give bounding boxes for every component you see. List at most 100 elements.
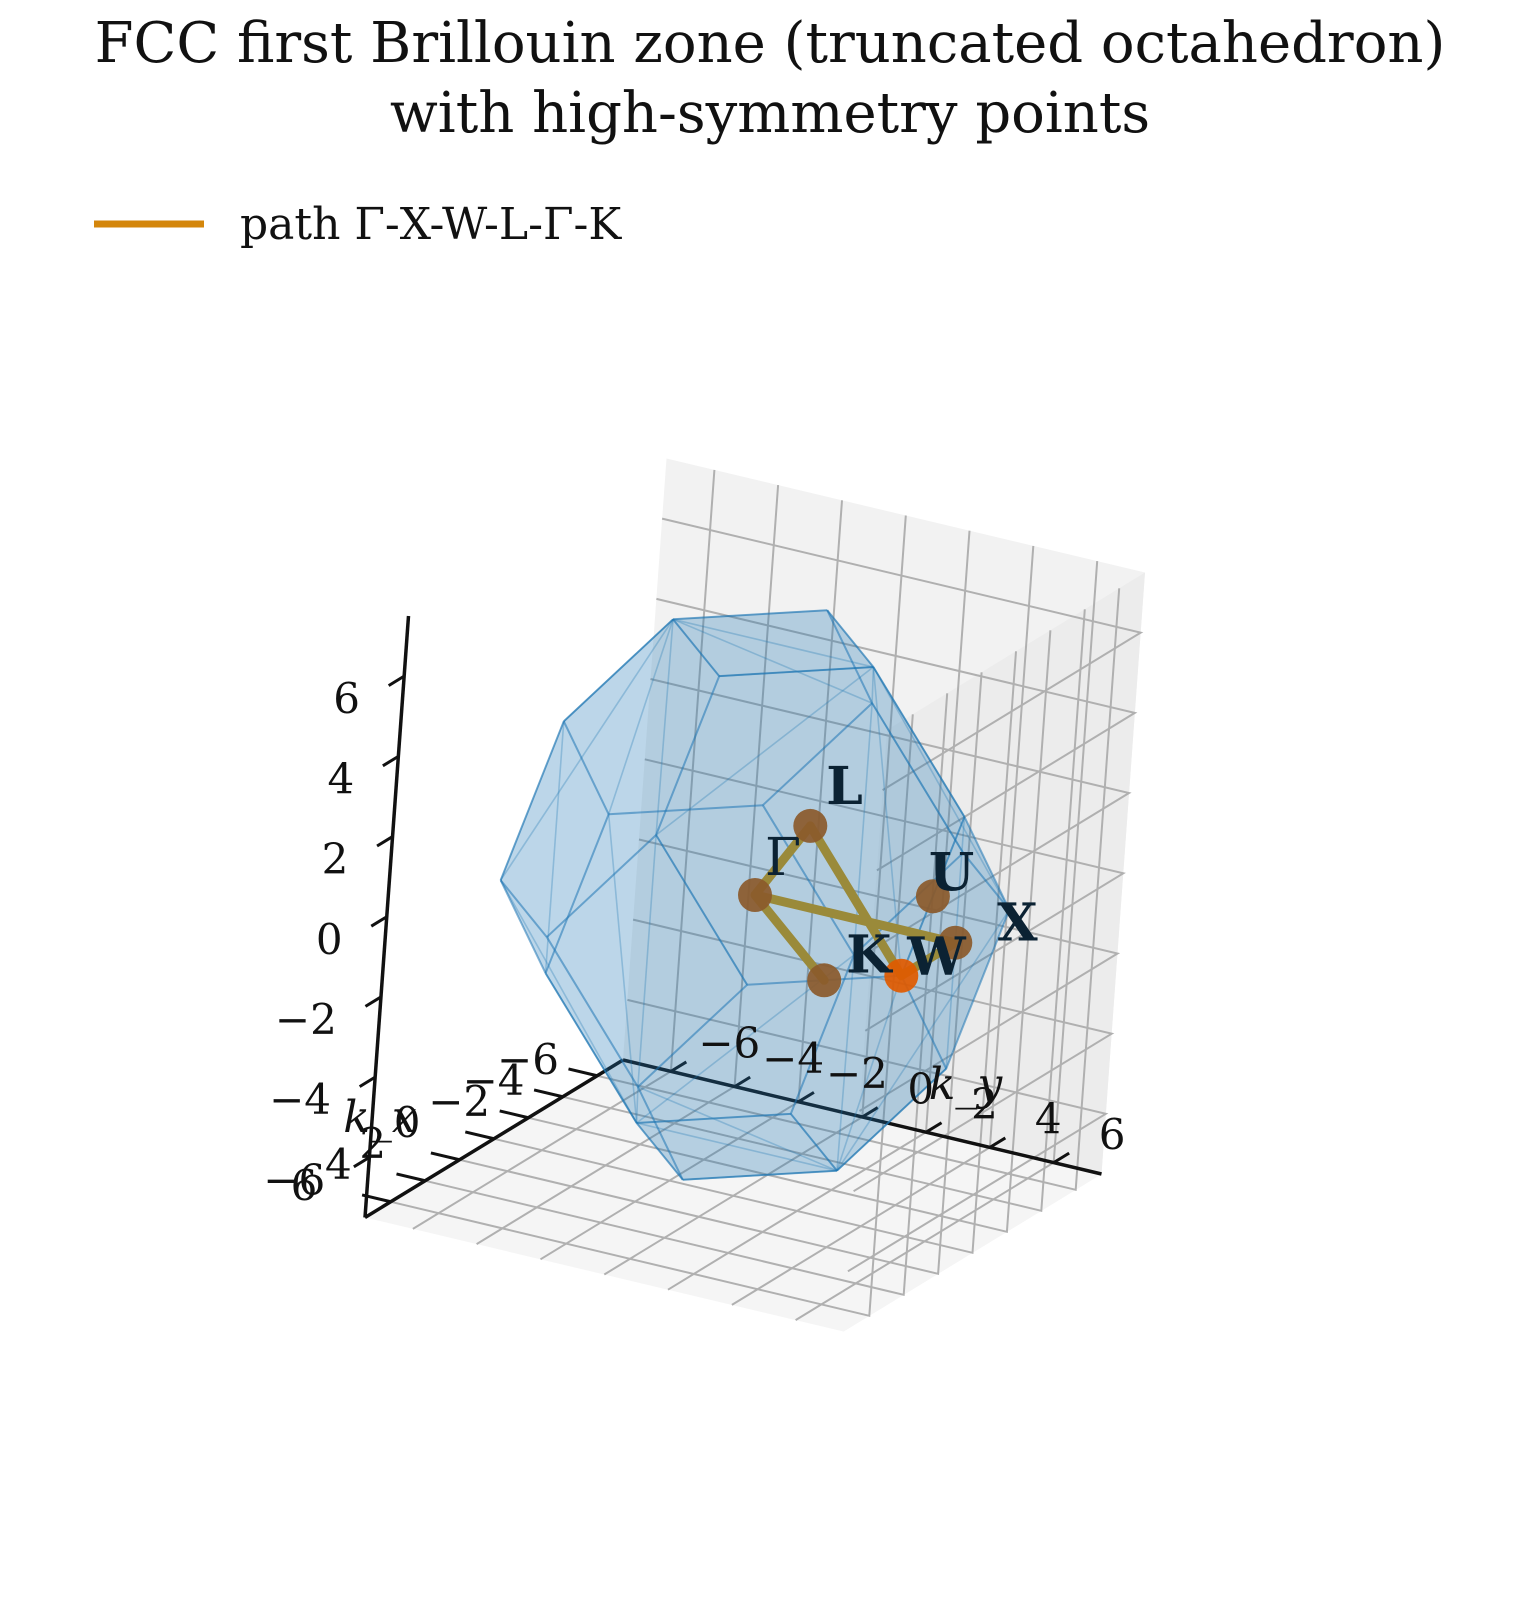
point-label-W: W	[906, 927, 967, 988]
tick-mark-ky	[989, 1136, 1007, 1149]
polyhedron-edge	[544, 813, 610, 974]
polyhedron-edge	[546, 834, 657, 938]
polyhedron-mesh-line	[655, 834, 748, 986]
high-symmetry-points: Γ XW L KU	[738, 756, 1038, 998]
polyhedron-edge	[762, 702, 873, 806]
tick-mark-ky	[797, 1091, 815, 1104]
polyhedron-mesh-line	[672, 618, 720, 677]
polyhedron-mesh-line	[871, 667, 875, 704]
polyhedron-edge	[655, 834, 749, 986]
tick-label-kz: 0	[316, 915, 343, 964]
grid-line-x	[459, 672, 983, 1276]
polyhedron-mesh-line	[544, 972, 638, 1124]
point-K	[807, 963, 842, 998]
polyhedron-mesh-line	[871, 702, 964, 854]
polyhedron-edge	[563, 618, 674, 723]
grid-line-x	[562, 609, 1086, 1213]
k-path	[750, 821, 960, 985]
grid-line-z	[661, 517, 1144, 791]
polyhedron-face	[563, 610, 873, 815]
polyhedron-mesh-line	[836, 1068, 947, 1172]
polyhedron-edge	[963, 816, 1011, 911]
polyhedron-edge	[544, 972, 638, 1124]
polyhedron-mesh-line	[544, 721, 565, 974]
polyhedron-edge	[826, 609, 874, 704]
tick-mark-kz	[370, 915, 388, 928]
polyhedron-edge	[836, 1067, 947, 1172]
point-Γ	[738, 878, 772, 912]
polyhedron-mesh-line	[872, 666, 1011, 911]
point-W	[884, 958, 919, 993]
point-label-L: L	[826, 756, 863, 817]
grid-line-z	[644, 758, 1126, 1032]
tick-label-kz: 6	[333, 674, 360, 723]
point-U	[915, 879, 950, 914]
polyhedron-edge	[872, 666, 966, 818]
tick-label-kx: 4	[325, 1140, 352, 1189]
polyhedron-mesh-line	[636, 1122, 838, 1172]
polyhedron-mesh-line	[635, 1086, 639, 1123]
polyhedron-mesh-line	[563, 618, 674, 722]
polyhedron-face	[546, 835, 748, 1087]
point-label-U: U	[929, 842, 974, 903]
point-label-K: K	[846, 924, 893, 985]
polyhedron-mesh-line	[607, 814, 638, 1124]
tick-label-kx: −6	[497, 1035, 559, 1084]
tick-label-kx: 2	[359, 1119, 386, 1168]
k-path-line	[750, 821, 960, 985]
axis-label-kx: k_x	[343, 1092, 417, 1143]
polyhedron-edge	[636, 1112, 791, 1124]
chart-title-line-2: with high-symmetry points	[390, 81, 1150, 146]
polyhedron-face	[762, 703, 964, 955]
tick-label-kz: −2	[275, 995, 337, 1044]
legend-label-path: path Γ-X-W-L-Γ-K	[240, 199, 622, 250]
point-L	[793, 808, 828, 843]
polyhedron-face	[637, 975, 947, 1180]
tick-label-ky: 6	[1099, 1110, 1126, 1159]
legend: path Γ-X-W-L-Γ-K	[94, 199, 622, 250]
polyhedron-edge	[871, 702, 965, 854]
tick-mark-kx	[361, 1193, 392, 1204]
polyhedron-mesh-line	[636, 1113, 791, 1124]
tick-label-ky: −4	[762, 1034, 824, 1083]
polyhedron-edge	[636, 1086, 684, 1181]
tick-mark-kx	[568, 1067, 598, 1078]
polyhedron-mesh-line	[719, 666, 874, 677]
polyhedron-edge	[655, 675, 721, 836]
polyhedron-edge	[790, 1113, 838, 1172]
polyhedron-mesh-line	[655, 619, 674, 836]
tick-label-kx: 0	[394, 1098, 421, 1147]
polyhedron-mesh-line	[655, 666, 874, 836]
grid-line-z	[627, 998, 1109, 1273]
tick-mark-kz	[353, 1156, 371, 1169]
tick-mark-kz	[387, 674, 405, 687]
polyhedron-edge	[562, 720, 610, 815]
polyhedron-mesh-line	[826, 609, 874, 668]
grid-line-x	[528, 630, 1052, 1234]
polyhedron-edge	[499, 720, 565, 881]
polyhedron-mesh-line	[682, 1169, 838, 1181]
polyhedron-mesh-line	[836, 954, 855, 1171]
tick-label-ky: 4	[1035, 1095, 1062, 1144]
polyhedron-edge	[635, 1122, 684, 1181]
tick-label-kz: 2	[322, 835, 349, 884]
tick-mark-kz	[358, 1075, 376, 1088]
polyhedron-edge	[945, 909, 1011, 1070]
tick-label-ky: 2	[971, 1080, 998, 1129]
tick-label-kz: −4	[269, 1075, 331, 1124]
grid-line-x	[596, 588, 1121, 1192]
polyhedron-mesh-line	[672, 618, 874, 668]
polyhedron-face	[673, 610, 874, 677]
polyhedron-edge	[499, 879, 548, 938]
chart-title-line-1: FCC first Brillouin zone (truncated octa…	[95, 11, 1446, 76]
tick-label-ky: −2	[826, 1049, 888, 1098]
tick-mark-ky	[925, 1121, 943, 1134]
tick-label-ky: −6	[698, 1019, 760, 1068]
point-label-Γ: Γ	[765, 828, 801, 888]
polyhedron-edge	[672, 609, 828, 621]
tick-label-kx: −4	[463, 1056, 525, 1105]
polyhedron-edge	[608, 804, 763, 816]
